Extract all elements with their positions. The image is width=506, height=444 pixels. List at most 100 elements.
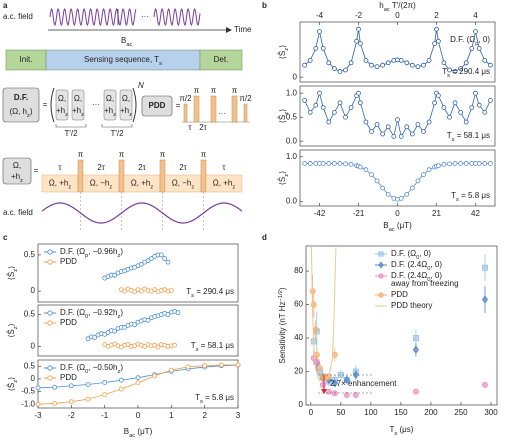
point [421, 129, 426, 135]
point [158, 252, 164, 258]
point [363, 167, 369, 173]
point [452, 100, 458, 106]
point [307, 110, 313, 115]
annotation-part: s [191, 293, 194, 299]
legend-marker [47, 375, 53, 381]
point [118, 386, 124, 392]
y-label-part: Sensitivity (nT Hz [278, 301, 287, 363]
diagram-text-part: +h [56, 106, 65, 115]
diagram-text: +hz [56, 106, 68, 117]
point [175, 310, 181, 316]
pulse-box [55, 89, 69, 121]
point [482, 161, 488, 166]
x-tick-label: 42 [471, 209, 480, 218]
top-x-tick-label: 4 [473, 11, 478, 20]
point [356, 26, 361, 32]
pdd-box [141, 95, 173, 117]
legend-label-part: , 0) [430, 271, 442, 280]
annotation: Ts = 5.8 μs [451, 191, 490, 202]
point [476, 102, 482, 108]
annotation: Ts = 58.1 μs [447, 131, 490, 142]
diagram-text: D.F. [14, 93, 28, 102]
point [320, 46, 326, 51]
point [162, 256, 168, 261]
y-tick-label: 40 [294, 333, 303, 342]
segment-label: Ω, −hz [172, 179, 195, 190]
point [369, 62, 374, 68]
pulse-bar [193, 95, 200, 123]
point [458, 110, 464, 115]
diagram-text: 2τ [199, 123, 207, 132]
point [356, 90, 361, 96]
point [316, 365, 323, 372]
point [352, 391, 359, 398]
diagram-text: a.c. field [3, 12, 33, 21]
point [302, 161, 308, 166]
x-tick-label: 200 [424, 408, 438, 417]
x-tick-label: -1 [101, 411, 109, 420]
legend-label-part: , −0.92h [88, 308, 117, 317]
diagram-text: τ [58, 163, 62, 172]
block-box [2, 157, 32, 185]
point [185, 364, 191, 370]
bracket [132, 87, 137, 123]
y-tick-label: 0 [299, 400, 304, 409]
y-tick-label: 0.5 [286, 112, 298, 121]
point [337, 161, 343, 166]
legend-marker [47, 259, 53, 265]
legend-label-part: z [117, 369, 120, 375]
arrow-head [226, 27, 232, 33]
point [331, 110, 337, 115]
point [235, 362, 241, 368]
annotation-part: T [186, 287, 191, 296]
bracket [50, 87, 55, 123]
diagram-text: ··· [218, 109, 226, 118]
diagram-text: π [119, 150, 125, 159]
diagram-text: 2τ [179, 163, 187, 172]
point [380, 62, 386, 68]
y-tick-label: -0.5 [21, 387, 35, 396]
diagram-text: π [194, 86, 200, 95]
y-label-part: ⟨Ŝ [278, 177, 287, 185]
point [476, 161, 482, 166]
diagram-text: +hz [72, 106, 84, 117]
point [218, 362, 224, 368]
annotation-part: s [196, 347, 199, 353]
diagram-text-part: z [81, 112, 84, 118]
diagram-text-part: z [27, 113, 30, 119]
sequence-box [199, 49, 243, 71]
x-tick-label: 0 [395, 209, 400, 218]
point [385, 124, 391, 130]
point [331, 379, 338, 388]
diagram-text: π/2 [179, 94, 192, 103]
legend-label-part: 0 [416, 255, 419, 261]
point [473, 29, 478, 35]
diagram-text: Ω, [58, 94, 66, 103]
top-x-tick-label: 0 [395, 11, 400, 20]
x-label-part: (μs) [397, 425, 413, 434]
point [426, 167, 432, 173]
top-x-label-part: T′/(2π) [390, 1, 416, 10]
top-x-label: hac T′/(2π) [379, 1, 416, 12]
annotation: 2.7× enhancement [330, 379, 397, 388]
diagram-text: a [3, 1, 8, 10]
y-tick-label: 0.5 [24, 250, 36, 259]
series-line [304, 91, 491, 138]
point [481, 381, 488, 388]
point [354, 38, 360, 44]
point [122, 288, 128, 294]
point [152, 287, 158, 293]
point [312, 326, 319, 333]
point [145, 317, 151, 323]
pulse-bar [231, 95, 238, 123]
point [385, 191, 391, 197]
x-tick-label: 1 [169, 411, 174, 420]
diagram-text: +hz [11, 172, 23, 183]
x-tick-label: 100 [364, 408, 378, 417]
y-label: ⟨Ŝz⟩ [7, 377, 18, 391]
point [135, 380, 141, 386]
point [348, 161, 354, 167]
segment-label-part: Ω, +h [131, 179, 151, 188]
x-tick-label: -21 [353, 209, 365, 218]
segment-label-part: z [68, 184, 71, 190]
